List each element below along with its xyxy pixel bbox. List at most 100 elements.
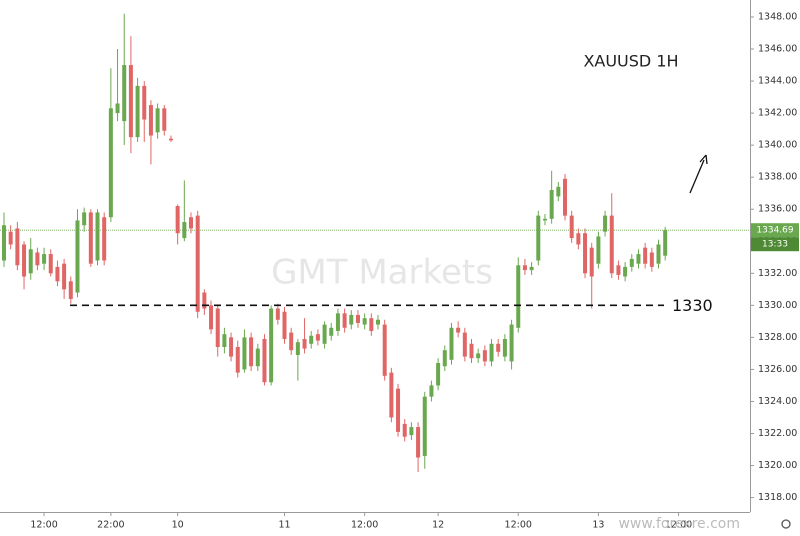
candle-body	[148, 105, 153, 136]
candle-body	[422, 396, 427, 456]
candle-body	[489, 343, 494, 362]
candle-body	[102, 217, 107, 261]
countdown-label: 13:33	[762, 240, 788, 250]
countdown-tag	[751, 237, 799, 252]
candle-body	[222, 334, 227, 347]
candle-body	[389, 372, 394, 418]
candle-body	[416, 427, 421, 458]
watermark-layer: GMT Markets	[271, 253, 493, 293]
candle-body	[542, 218, 547, 221]
candle-body	[62, 263, 67, 290]
x-tick-label: 11	[278, 520, 290, 531]
candle-body	[563, 178, 568, 216]
candle-body	[22, 244, 27, 277]
x-tick-label: 12:00	[30, 520, 57, 531]
x-tick-label: 10	[172, 520, 184, 531]
candle-body	[362, 318, 367, 325]
watermark: GMT Markets	[271, 253, 493, 293]
candle-body	[309, 335, 314, 344]
candle-body	[215, 308, 220, 347]
candle-body	[115, 103, 120, 114]
candle-body	[502, 338, 507, 357]
candle-body	[456, 327, 461, 333]
settings-gear[interactable]	[781, 519, 791, 529]
candle-body	[349, 314, 354, 325]
candle-body	[656, 244, 661, 264]
candle-body	[342, 313, 347, 328]
candle-body	[182, 222, 187, 239]
candle-body	[355, 314, 360, 323]
x-tick-label: 12:00	[351, 520, 378, 531]
candle-body	[155, 108, 160, 133]
candle-body	[536, 215, 541, 261]
x-tick-label: 22:00	[97, 520, 124, 531]
candle-body	[496, 343, 501, 352]
candle-body	[583, 233, 588, 274]
candle-body	[28, 249, 33, 274]
candle-body	[335, 313, 340, 331]
x-tick-label: 13	[592, 520, 604, 531]
y-tick-label: 1348.00	[758, 11, 797, 22]
candle-body	[469, 343, 474, 359]
candle-body	[75, 220, 80, 293]
candle-body	[235, 346, 240, 373]
candle-body	[462, 332, 467, 357]
candle-body	[569, 215, 574, 239]
candle-body	[616, 265, 621, 275]
marks-layer: 1330	[2, 13, 713, 472]
settings-icon[interactable]	[781, 519, 791, 529]
candle-body	[409, 427, 414, 436]
y-tick-label: 1336.00	[758, 204, 797, 215]
arrow-line	[689, 159, 705, 194]
x-tick-label: 12:00	[665, 520, 692, 531]
candle-body	[195, 215, 200, 312]
candle-body	[663, 230, 668, 256]
x-tick-label: 12:00	[505, 520, 532, 531]
axis-layer: 1318.00 1320.00 1322.00 1324.00 1326.00 1328.…	[30, 11, 799, 531]
candle-body	[269, 308, 274, 383]
candle-body	[516, 265, 521, 328]
candle-body	[636, 254, 641, 264]
y-tick-label: 1318.00	[758, 492, 797, 503]
candle-body	[322, 324, 327, 344]
y-tick-label: 1324.00	[758, 396, 797, 407]
candle-body	[476, 353, 481, 359]
candle-body	[589, 247, 594, 277]
candle-body	[135, 85, 140, 138]
y-tick-label: 1344.00	[758, 76, 797, 87]
candle-body	[329, 327, 334, 336]
y-tick-label: 1342.00	[758, 108, 797, 119]
candle-body	[429, 385, 434, 397]
y-tick-label: 1326.00	[758, 364, 797, 375]
candle-body	[509, 324, 514, 362]
candle-body	[42, 254, 47, 264]
last-price-tag	[751, 223, 799, 238]
y-tick-label: 1328.00	[758, 332, 797, 343]
candle-body	[249, 337, 254, 367]
candle-body	[315, 334, 320, 341]
y-tick-label: 1330.00	[758, 300, 797, 311]
candle-body	[122, 65, 127, 122]
candle-body	[242, 337, 247, 370]
candle-body	[255, 348, 260, 367]
candle-body	[549, 189, 554, 219]
candle-body	[603, 215, 608, 232]
chart-title: XAUUSD 1H	[583, 52, 678, 71]
trend-arrow	[689, 154, 708, 194]
candle-body	[128, 65, 133, 138]
y-tick-label: 1346.00	[758, 44, 797, 55]
candle-body	[596, 236, 601, 264]
candle-body	[229, 337, 234, 357]
last-price-label: 1334.69	[756, 226, 793, 236]
candle-body	[643, 247, 648, 264]
candle-body	[95, 212, 100, 261]
candle-body	[55, 266, 60, 282]
candle-body	[649, 252, 654, 267]
candle-body	[275, 308, 280, 320]
y-tick-label: 1322.00	[758, 428, 797, 439]
candle-body	[35, 252, 40, 266]
candle-body	[282, 311, 287, 339]
candle-body	[482, 350, 487, 362]
candle-body	[442, 350, 447, 367]
candle-body	[202, 292, 207, 309]
